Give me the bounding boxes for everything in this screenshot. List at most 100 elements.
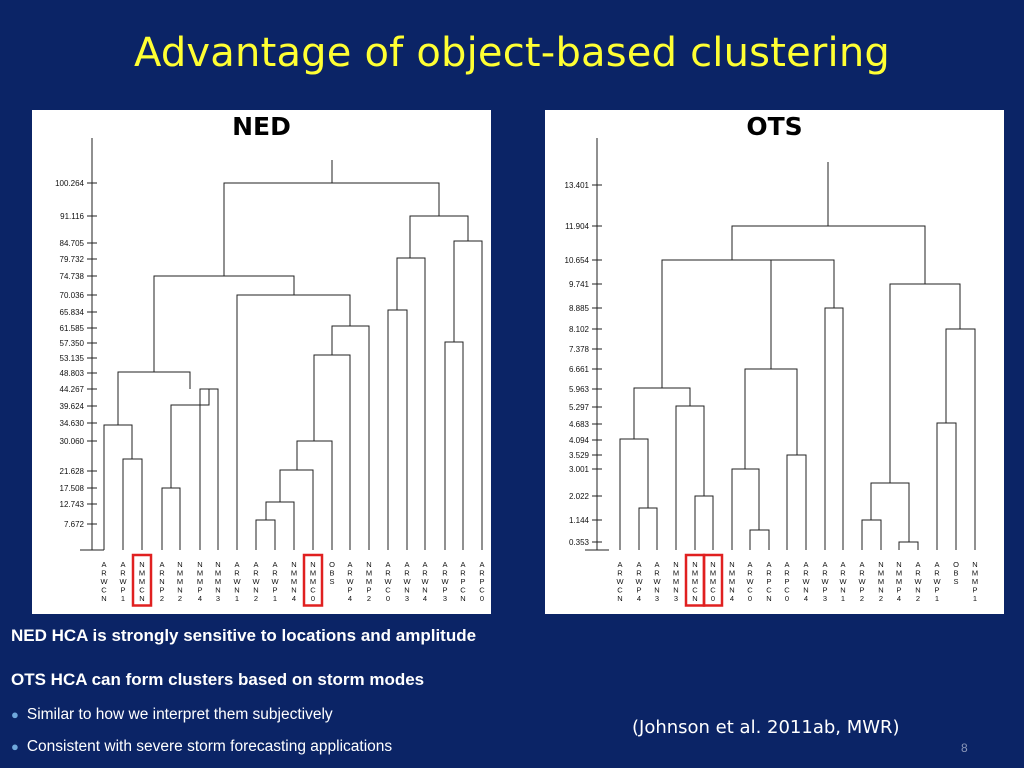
ots-dendrogram: 13.401 11.904 10.654 9.741 8.885 8.102 7.378 6.… (565, 138, 978, 607)
leaf-letter: 4 (637, 594, 641, 603)
y-tick-label: 34.630 (60, 419, 85, 428)
leaf-letter: A (784, 560, 789, 569)
leaf-letter: O (329, 560, 335, 569)
leaf-letter: N (177, 586, 182, 595)
leaf-letter: A (803, 560, 808, 569)
leaf-letter: M (215, 577, 221, 586)
leaf-letter: M (896, 577, 902, 586)
y-tick-label: 84.705 (60, 239, 85, 248)
leaf-letter: A (840, 560, 845, 569)
leaf-letter: M (139, 577, 145, 586)
leaf-letter: P (972, 586, 977, 595)
y-tick-label: 9.741 (569, 280, 590, 289)
leaf-letter: N (840, 586, 845, 595)
leaf-letter: A (101, 560, 106, 569)
leaf-letter: N (215, 586, 220, 595)
y-tick-label: 44.267 (60, 385, 85, 394)
leaf-letter: N (878, 586, 883, 595)
leaf-letter: N (215, 560, 220, 569)
leaf-letter: M (197, 569, 203, 578)
leaf-label: OBS (329, 560, 335, 586)
leaf-letter: M (197, 577, 203, 586)
leaf-letter: C (479, 586, 485, 595)
leaf-letter: W (821, 577, 829, 586)
leaf-letter: N (101, 594, 106, 603)
leaf-letter: 3 (443, 594, 447, 603)
ned-dendrogram-panel: NED 100.264 91.116 84.705 79.732 74.738 70.03… (32, 110, 491, 614)
leaf-letter: R (253, 569, 259, 578)
leaf-letter: R (840, 569, 846, 578)
leaf-letter: R (234, 569, 240, 578)
highlight-box (702, 553, 724, 607)
leaf-letter: 0 (785, 594, 789, 603)
y-tick-label: 74.738 (60, 272, 85, 281)
leaf-letter: W (635, 577, 643, 586)
dendrogram-link (619, 438, 649, 550)
leaf-letter: R (617, 569, 623, 578)
leaf-letter: P (197, 586, 202, 595)
leaf-letter: N (729, 586, 734, 595)
leaf-letter: M (177, 577, 183, 586)
leaf-letter: P (636, 586, 641, 595)
leaf-letter: C (101, 586, 107, 595)
y-tick-label: 39.624 (60, 402, 85, 411)
citation: (Johnson et al. 2011ab, MWR) (632, 717, 900, 738)
leaf-letter: W (441, 577, 449, 586)
dendrogram-link (889, 283, 961, 483)
leaf-letter: P (460, 577, 465, 586)
leaf-letter: N (159, 577, 164, 586)
dendrogram-link (279, 469, 314, 550)
y-tick-label: 1.144 (569, 516, 590, 525)
dendrogram-link (731, 225, 926, 284)
leaf-letter: A (479, 560, 484, 569)
leaf-letter: 4 (423, 594, 427, 603)
leaf-letter: R (159, 569, 165, 578)
dendrogram-link (749, 529, 770, 550)
leaf-letter: P (934, 586, 939, 595)
leaf-letter: A (766, 560, 771, 569)
leaf-letter: R (747, 569, 753, 578)
leaf-letter: 1 (841, 594, 845, 603)
leaf-letter: W (653, 577, 661, 586)
leaf-label: OBS (953, 560, 959, 586)
y-tick-label: 7.378 (569, 345, 590, 354)
leaf-letter: W (403, 577, 411, 586)
leaf-letter: M (310, 569, 316, 578)
leaf-letter: P (896, 586, 901, 595)
y-tick-label: 21.628 (60, 467, 85, 476)
leaf-letter: W (346, 577, 354, 586)
leaf-letter: N (460, 594, 465, 603)
dendrogram-link (223, 182, 440, 276)
dendrogram-link (633, 387, 691, 439)
leaf-letter: W (233, 577, 241, 586)
leaf-letter: W (252, 577, 260, 586)
y-tick-label: 3.529 (569, 451, 590, 460)
leaf-letter: N (234, 586, 239, 595)
leaf-letter: A (915, 560, 920, 569)
leaf-letter: M (878, 569, 884, 578)
leaf-letter: 1 (273, 594, 277, 603)
y-tick-label: 10.654 (565, 256, 590, 265)
dendrogram-link (387, 309, 408, 550)
y-tick-label: 53.135 (60, 354, 85, 363)
leaf-letter: C (692, 586, 698, 595)
leaf-letter: R (915, 569, 921, 578)
y-tick-label: 5.297 (569, 403, 590, 412)
leaf-letter: C (617, 586, 623, 595)
leaf-letter: M (878, 577, 884, 586)
bullet-item: ● Similar to how we interpret them subjec… (11, 706, 333, 724)
leaf-letter: C (385, 586, 391, 595)
dendrogram-link (675, 405, 705, 550)
